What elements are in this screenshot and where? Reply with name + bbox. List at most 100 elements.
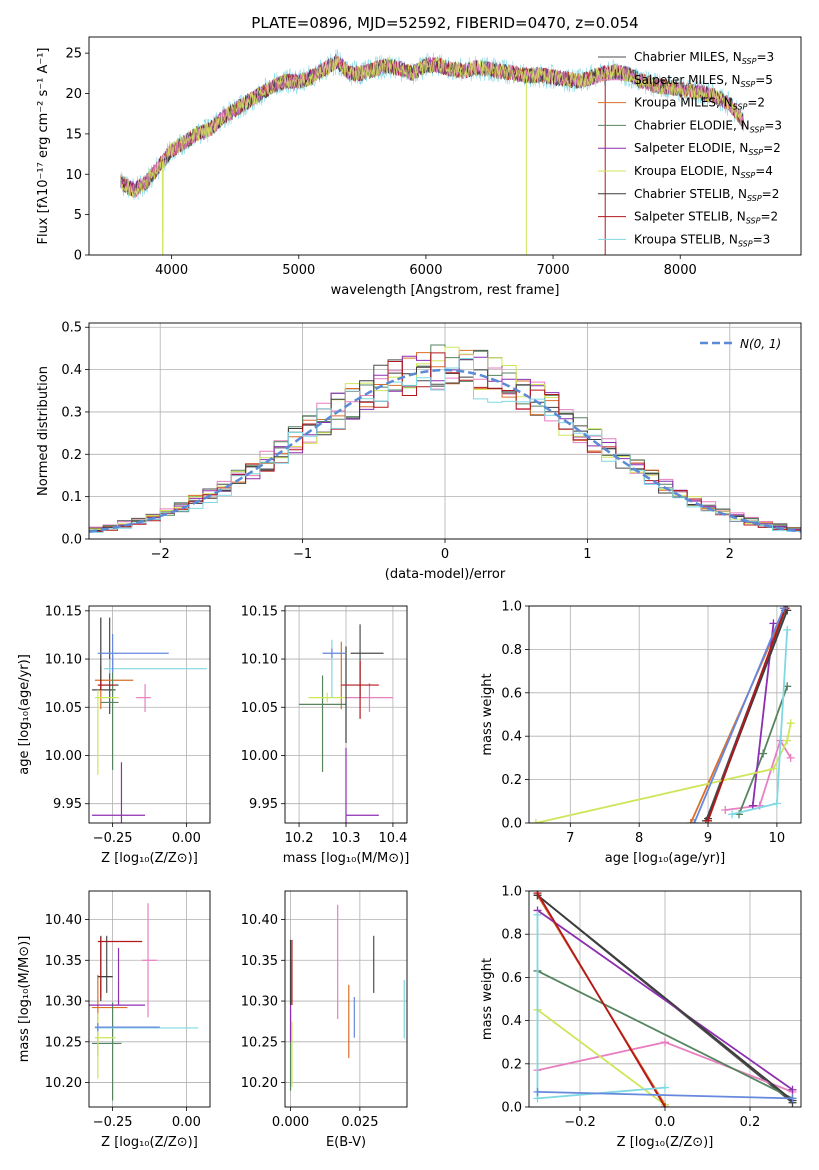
x-axis-label: mass [log₁₀(M/M⊙)] [283, 851, 410, 866]
panel-mass_age: 10.2 10.3 10.4 9.95 10.00 10.05 10.10 10.15 mass… [241, 604, 409, 866]
y-tick-label: 0.2 [61, 448, 82, 463]
legend-suffix: =3 [756, 50, 774, 64]
legend-name: Salpeter MILES, N [634, 73, 741, 87]
spectrum-line [120, 54, 745, 255]
weight-marker [533, 1087, 542, 1096]
weight-marker [686, 819, 695, 823]
y-tick-label: 10.25 [45, 1035, 82, 1050]
y-tick-label: 0.5 [61, 321, 82, 336]
x-tick-label: 10.2 [285, 831, 314, 846]
y-tick-label: 0.4 [501, 1014, 522, 1029]
x-tick-label: 8000 [664, 263, 697, 278]
y-axis-label: mass weight [480, 958, 495, 1040]
x-axis-label: age [log₁₀(age/yr)] [605, 851, 726, 866]
weight-marker [769, 764, 778, 773]
x-tick-label: −2 [151, 547, 170, 562]
plot-area [533, 891, 797, 1107]
y-tick-label: 10.05 [45, 701, 82, 716]
legend-entry: Kroupa ELODIE, NSSP=4 [634, 164, 773, 180]
x-axis-label: E(B-V) [326, 1135, 366, 1150]
legend-subscript: SSP [750, 125, 765, 134]
x-tick-label: 8 [635, 831, 643, 846]
y-tick-label: 0.0 [501, 1101, 522, 1116]
weight-marker [690, 819, 699, 823]
y-tick-label: 0.4 [501, 730, 522, 745]
legend-name: Salpeter STELIB, N [634, 210, 746, 224]
weight-marker [769, 619, 778, 628]
legend-subscript: SSP [733, 103, 748, 112]
weight-marker [779, 606, 788, 613]
weight-marker [704, 816, 713, 823]
weight-marker [759, 749, 768, 758]
x-tick-label: 10.3 [332, 831, 361, 846]
weight-marker [728, 810, 737, 819]
legend-subscript: SSP [738, 239, 753, 248]
axes-frame [284, 890, 408, 1108]
legend-suffix: =2 [760, 210, 778, 224]
weight-marker [786, 719, 795, 728]
x-axis-label: wavelength [Angstrom, rest frame] [331, 283, 560, 298]
x-tick-label: 2 [726, 547, 734, 562]
axes-frame [528, 890, 802, 1108]
legend-entry: Kroupa STELIB, NSSP=3 [634, 232, 770, 248]
figure-title: PLATE=0896, MJD=52592, FIBERID=0470, z=0… [251, 14, 638, 32]
x-tick-label: 0.00 [172, 831, 201, 846]
y-tick-label: 1.0 [501, 885, 522, 900]
plot-area [91, 617, 208, 823]
plot-area [89, 344, 801, 535]
legend-suffix: =3 [753, 232, 771, 246]
panels: 4000 5000 6000 7000 80000510152025wavelength… [17, 36, 802, 1150]
legend-name: Chabrier STELIB, N [634, 187, 747, 201]
panel-z_weight: −0.2 0.0 0.2 0.0 0.2 0.4 0.6 0.8 1.0 Z [log₁₀(Z/Z… [480, 885, 802, 1150]
weight-line [536, 1009, 666, 1106]
weight-marker [783, 736, 792, 745]
weight-marker [533, 891, 542, 898]
normal-curve [89, 368, 801, 533]
weight-line [537, 970, 793, 1100]
weight-marker [786, 753, 795, 762]
x-axis-label: Z [log₁₀(Z/Z⊙)] [101, 851, 198, 866]
x-tick-label: −1 [293, 547, 312, 562]
axes-frame [284, 605, 408, 824]
y-tick-label: 10.00 [45, 749, 82, 764]
x-tick-label: 1 [583, 547, 591, 562]
weight-marker [788, 1085, 797, 1094]
x-tick-label: 0.025 [341, 1115, 378, 1130]
axes-frame [88, 36, 802, 256]
histogram-step [89, 358, 801, 535]
legend-name: Chabrier MILES, N [634, 50, 742, 64]
weight-marker [783, 625, 792, 634]
y-tick-label: 10.35 [45, 954, 82, 969]
legend-suffix: =2 [763, 141, 781, 155]
legend-name: Chabrier ELODIE, N [634, 118, 750, 132]
legend-suffix: =2 [762, 187, 780, 201]
legend-entry: Salpeter MILES, NSSP=5 [634, 73, 773, 89]
y-tick-label: 15 [65, 127, 82, 142]
legend-subscript: SSP [741, 171, 756, 180]
weight-marker [661, 1038, 669, 1047]
panel-residuals: −2 −1 0 1 2 0.0 0.1 0.2 0.3 0.4 0.5 (data-model)/er… [36, 321, 802, 582]
y-tick-label: 20 [65, 87, 82, 102]
legend-entry: Chabrier MILES, NSSP=3 [634, 50, 774, 66]
y-tick-label: 0.4 [61, 363, 82, 378]
y-tick-label: 0.8 [501, 643, 522, 658]
weight-line [731, 629, 789, 816]
legend-subscript: SSP [746, 217, 761, 226]
legend-name: Kroupa ELODIE, N [634, 164, 741, 178]
y-tick-label: 0.8 [501, 928, 522, 943]
panel-z_mass: −0.25 0.00 10.20 10.25 10.30 10.35 10.40 Z [log… [17, 890, 211, 1150]
y-tick-label: 10.35 [241, 954, 278, 969]
y-tick-label: 0.1 [61, 490, 82, 505]
y-tick-label: 9.95 [53, 797, 82, 812]
y-tick-label: 5 [74, 208, 82, 223]
y-tick-label: 1.0 [501, 600, 522, 615]
y-tick-label: 10.30 [45, 995, 82, 1010]
weight-marker [533, 910, 542, 919]
x-tick-label: 7000 [537, 263, 570, 278]
y-tick-label: 0.0 [501, 817, 522, 832]
y-axis-label: Normed distribution [36, 366, 51, 496]
y-tick-label: 0.6 [501, 971, 522, 986]
weight-marker [772, 799, 781, 808]
weight-marker [721, 805, 730, 814]
y-tick-label: 0 [74, 249, 82, 264]
